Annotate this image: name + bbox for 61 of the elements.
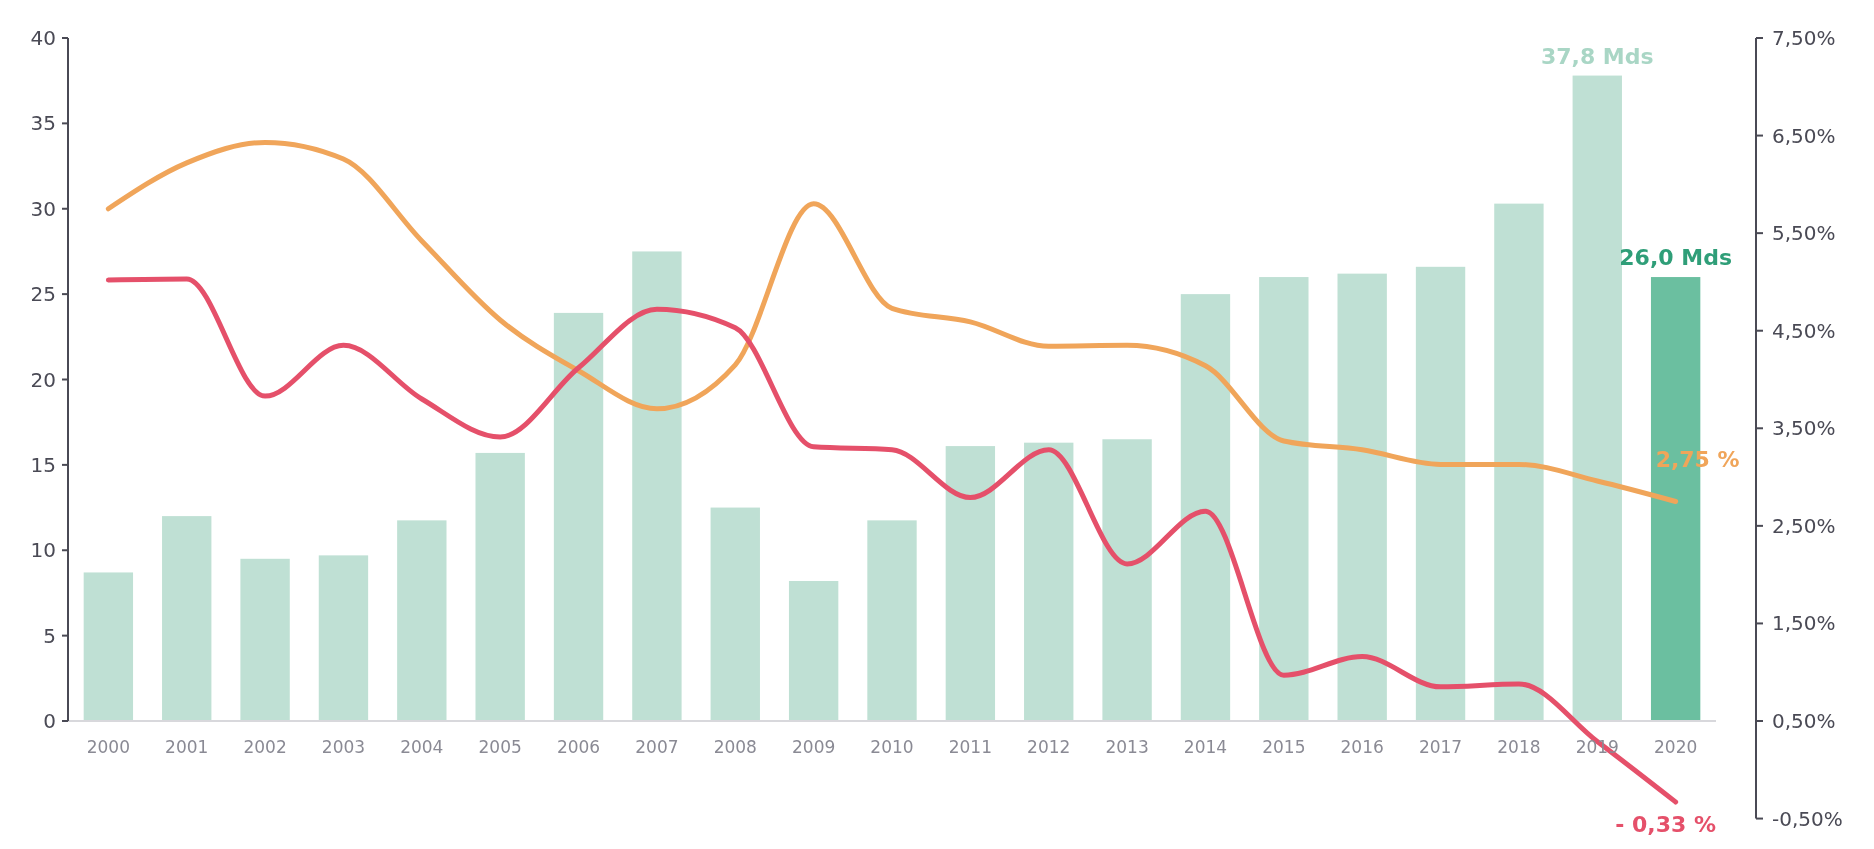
y-tick-label: 5 [43, 623, 56, 648]
bar [1259, 277, 1309, 721]
y-tick-label: 0 [43, 709, 56, 733]
y-tick-label: 10 [30, 538, 56, 563]
x-tick-label: 2007 [635, 737, 679, 757]
y2-tick-label: 0,50% [1772, 709, 1836, 733]
y-tick-label: 25 [30, 282, 56, 307]
y2-tick-label: 7,50% [1772, 26, 1836, 50]
x-tick-label: 2010 [870, 737, 914, 757]
x-tick-label: 2009 [792, 737, 836, 757]
x-tick-label: 2006 [556, 737, 601, 757]
bar [632, 251, 682, 721]
y-tick-label: 15 [30, 452, 56, 477]
bar [1494, 203, 1544, 721]
bar [1102, 439, 1152, 721]
y2-tick-label: 3,50% [1772, 416, 1836, 441]
bar [1337, 273, 1387, 721]
bar [867, 520, 917, 721]
data-label: 37,8 Mds [1540, 43, 1654, 69]
bar [318, 555, 369, 721]
x-tick-label: 2004 [400, 737, 444, 757]
x-tick-label: 2020 [1654, 737, 1698, 757]
bar [397, 520, 447, 721]
y2-tick-label: 2,50% [1772, 513, 1836, 538]
bar [240, 558, 290, 721]
y2-tick-label: -0,50% [1772, 806, 1843, 831]
bar [162, 516, 212, 721]
bar [710, 507, 760, 721]
bar [945, 446, 996, 721]
bar [553, 312, 604, 721]
x-tick-label: 2005 [478, 737, 522, 757]
x-tick-label: 2013 [1105, 737, 1149, 757]
y-tick-label: 30 [30, 196, 56, 221]
x-tick-label: 2018 [1497, 737, 1541, 757]
x-tick-label: 2012 [1027, 737, 1071, 757]
bar [788, 580, 839, 721]
bar [475, 452, 525, 721]
y-tick-label: 20 [30, 367, 56, 392]
x-tick-label: 2014 [1183, 737, 1228, 757]
data-label: 26,0 Mds [1619, 245, 1732, 271]
x-tick-label: 2003 [321, 737, 366, 757]
x-tick-label: 2008 [713, 737, 757, 757]
x-tick-label: 2016 [1340, 737, 1384, 757]
x-tick-label: 2015 [1262, 737, 1306, 757]
y2-tick-label: 1,50% [1772, 611, 1836, 636]
bar [83, 572, 134, 721]
x-tick-label: 2011 [948, 737, 992, 757]
y2-tick-label: 4,50% [1772, 318, 1836, 343]
x-tick-label: 2017 [1418, 737, 1463, 757]
y2-tick-label: 6,50% [1772, 123, 1836, 148]
x-tick-label: 2002 [243, 737, 287, 757]
y2-tick-label: 5,50% [1772, 221, 1836, 246]
y-tick-label: 35 [30, 111, 56, 136]
bar [1024, 442, 1074, 721]
x-tick-label: 2001 [165, 737, 209, 757]
bar [1180, 294, 1231, 721]
bar [1415, 266, 1466, 721]
y-tick-label: 40 [30, 26, 56, 50]
x-tick-label: 2000 [86, 737, 130, 757]
bar [1572, 75, 1622, 721]
data-label: - 0,33 % [1615, 811, 1717, 837]
